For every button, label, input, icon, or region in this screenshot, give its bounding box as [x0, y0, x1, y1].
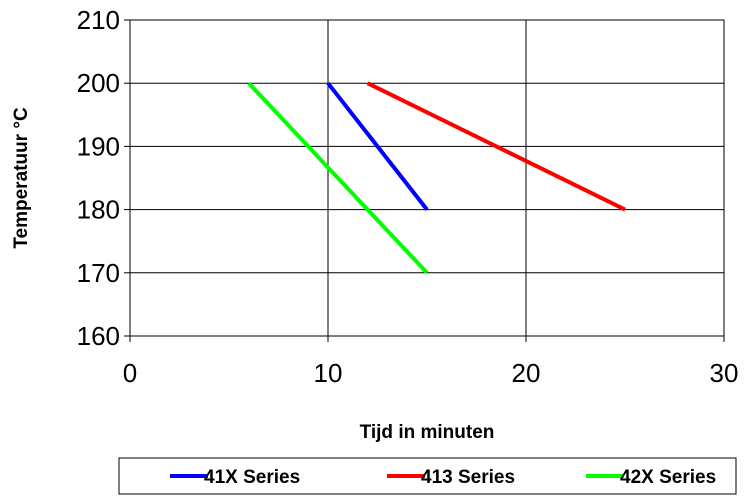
- legend-box: [118, 457, 737, 495]
- x-tick-label: 30: [710, 358, 739, 388]
- y-tick-label: 210: [77, 5, 120, 35]
- y-tick-label: 170: [77, 258, 120, 288]
- x-tick-label: 0: [123, 358, 137, 388]
- y-tick-label: 200: [77, 68, 120, 98]
- series-line-1: [326, 81, 429, 211]
- x-tick-label: 10: [314, 358, 343, 388]
- series-line-3: [247, 81, 429, 275]
- legend-label-3: 42X Series: [620, 467, 716, 488]
- x-axis-ticks: 0 10 20 30: [123, 336, 739, 388]
- y-tick-label: 180: [77, 195, 120, 225]
- legend: 41X Series 413 Series 42X Series: [118, 457, 737, 495]
- y-axis-title: Temperatuur °C: [11, 107, 32, 249]
- legend-label-2: 413 Series: [421, 467, 515, 488]
- legend-label-1: 41X Series: [204, 467, 300, 488]
- plot-area: [129, 19, 725, 337]
- y-axis-ticks: 160 170 180 190 200 210: [77, 5, 130, 351]
- x-tick-label: 20: [512, 358, 541, 388]
- series-line-2: [366, 81, 626, 212]
- y-tick-label: 190: [77, 131, 120, 161]
- series-layer: [247, 81, 626, 275]
- y-tick-label: 160: [77, 321, 120, 351]
- x-axis-title: Tijd in minuten: [360, 422, 495, 443]
- grid: [129, 19, 725, 337]
